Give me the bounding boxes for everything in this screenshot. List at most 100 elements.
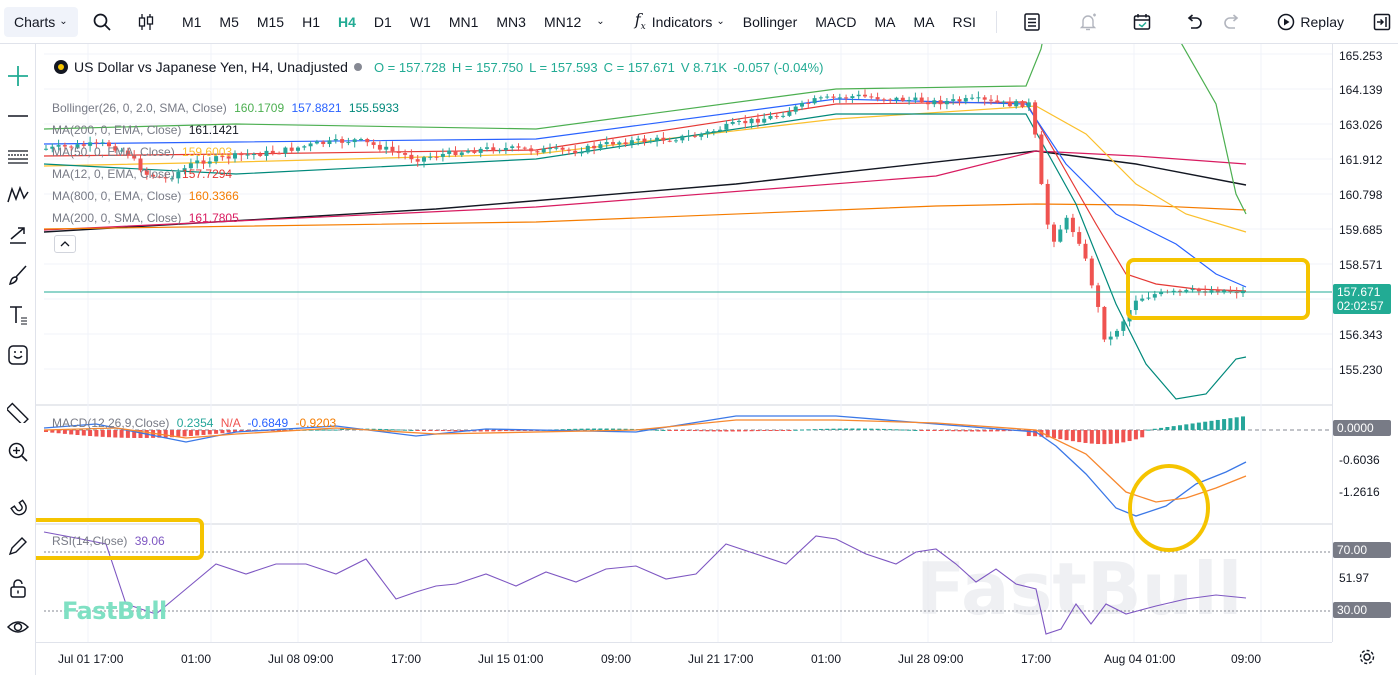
time-tick: 17:00 [391, 652, 422, 666]
macd-histogram-bar [900, 429, 905, 431]
time-axis[interactable]: Jul 01 17:00 01:00 Jul 08 09:00 17:00 Ju… [36, 642, 1332, 675]
quick-indicator-rsi[interactable]: RSI [952, 13, 976, 30]
undo-button[interactable] [1178, 7, 1210, 37]
macd-histogram-bar [510, 430, 515, 431]
macd-histogram-bar [592, 428, 597, 430]
price-chart-svg[interactable]: FastBull [36, 44, 1332, 642]
macd-histogram-bar [56, 430, 61, 434]
calendar-button[interactable] [1126, 7, 1158, 37]
channel-tool[interactable] [6, 143, 30, 167]
macd-histogram-bar [743, 430, 748, 432]
chart-settings-button[interactable] [1358, 648, 1378, 668]
quick-indicator-ma-2[interactable]: MA [913, 13, 935, 30]
macd-histogram-bar [1171, 426, 1176, 430]
chevron-down-icon: ⌄ [59, 16, 68, 27]
fullscreen-button[interactable] [1366, 7, 1398, 37]
charts-menu-button[interactable]: Charts ⌄ [4, 6, 78, 37]
magnet-tool[interactable] [6, 494, 30, 518]
timeframe-mn1[interactable]: MN1 [448, 13, 479, 30]
chart-area[interactable]: FastBull US Dollar vs Japanese Yen, H4, … [36, 44, 1332, 642]
macd-histogram-bar [207, 430, 212, 435]
collapse-legend-button[interactable] [54, 235, 76, 253]
candle-body [434, 156, 439, 158]
timeframe-h1[interactable]: H1 [302, 13, 320, 30]
ruler-tool[interactable] [6, 400, 30, 424]
ma-50-ema-legend[interactable]: MA(50, 0, EMA, Close) 159.6003 [52, 145, 232, 159]
candle-body [548, 148, 552, 150]
indicators-button[interactable]: fx Indicators ⌄ [629, 7, 731, 37]
candle-body [938, 100, 943, 105]
macd-histogram-bar [94, 430, 99, 437]
timeframe-d1[interactable]: D1 [373, 13, 392, 30]
candle-body [522, 147, 527, 149]
search-button[interactable] [86, 7, 118, 37]
price-tick: 155.230 [1339, 363, 1383, 377]
quick-indicator-ma[interactable]: MA [874, 13, 896, 30]
trend-line-tool[interactable] [6, 104, 30, 128]
price-axis[interactable]: 165.253 164.139 163.026 161.912 160.798 … [1332, 44, 1398, 642]
macd-histogram-bar [932, 430, 937, 431]
bollinger-legend[interactable]: Bollinger(26, 0, 2.0, SMA, Close) 160.17… [52, 101, 399, 115]
ohlc-high: H = 157.750 [451, 59, 524, 75]
rsi-legend[interactable]: RSI(14,Close) 39.06 [52, 534, 165, 548]
macd-legend[interactable]: MACD(12,26,9,Close) 0.2354 N/A -0.6849 -… [52, 416, 336, 430]
brush-tool[interactable] [6, 263, 30, 287]
zoom-tool[interactable] [6, 440, 30, 464]
timeframe-mn12[interactable]: MN12 [543, 13, 582, 30]
legend-label: MA(12, 0, EMA, Close) [52, 167, 175, 181]
candle-body [503, 147, 508, 151]
pattern-tool[interactable] [6, 183, 30, 207]
candle-body [963, 98, 968, 102]
emoji-tool[interactable] [6, 343, 30, 367]
candle-body [541, 148, 546, 153]
quick-indicator-bollinger[interactable]: Bollinger [742, 13, 798, 30]
quick-indicator-macd[interactable]: MACD [815, 13, 857, 30]
redo-button[interactable] [1216, 7, 1248, 37]
macd-histogram-bar [220, 430, 225, 434]
current-price-tag: 157.671 02:02:57 [1333, 284, 1391, 314]
layout-button[interactable] [1016, 7, 1048, 37]
candle-body [806, 102, 811, 104]
timeframe-m15[interactable]: M15 [256, 13, 285, 30]
candle-body [239, 153, 244, 156]
ma-800-ema-legend[interactable]: MA(800, 0, EMA, Close) 160.3366 [52, 189, 239, 203]
chart-type-button[interactable] [130, 7, 162, 37]
macd-histogram-bar [1102, 430, 1107, 445]
macd-histogram-bar [995, 430, 1000, 432]
candle-body [428, 156, 433, 158]
macd-histogram-bar [447, 430, 452, 432]
ma-12-ema-legend[interactable]: MA(12, 0, EMA, Close) 157.7294 [52, 167, 232, 181]
macd-histogram-bar [459, 430, 464, 432]
ruler-icon [7, 402, 29, 423]
highlight-circle-macd-cross [1128, 464, 1210, 552]
ma-200-ema-legend[interactable]: MA(200, 0, EMA, Close) 161.1421 [52, 123, 239, 137]
alert-button[interactable] [1072, 7, 1104, 37]
symbol-legend[interactable]: US Dollar vs Japanese Yen, H4, Unadjuste… [54, 59, 823, 75]
ma-200-sma-legend[interactable]: MA(200, 0, SMA, Close) 161.7805 [52, 211, 239, 225]
macd-histogram-bar [755, 430, 760, 432]
replay-icon [1278, 13, 1295, 30]
replay-button[interactable]: Replay [1270, 7, 1350, 37]
candle-body [636, 138, 641, 141]
lock-tool[interactable] [6, 576, 30, 600]
timeframe-m1[interactable]: M1 [181, 13, 202, 30]
macd-histogram-bar [863, 428, 867, 430]
timeframe-mn3[interactable]: MN3 [496, 13, 526, 30]
macd-line [43, 415, 1247, 517]
candle-body [699, 134, 704, 137]
visibility-tool[interactable] [6, 615, 30, 639]
candle-body [1077, 232, 1082, 244]
candle-body [1083, 243, 1088, 259]
draw-mode-tool[interactable] [6, 534, 30, 558]
macd-histogram-bar [844, 428, 849, 430]
timeframe-m5[interactable]: M5 [219, 13, 239, 30]
timeframe-w1[interactable]: W1 [409, 13, 431, 30]
arrow-tool[interactable] [6, 223, 30, 247]
candle-body [390, 146, 395, 152]
macd-histogram-bar [737, 430, 741, 432]
text-tool[interactable] [6, 303, 30, 327]
candle-body [976, 97, 981, 99]
timeframe-more-button[interactable]: ⌄ [590, 7, 610, 37]
crosshair-tool[interactable] [6, 64, 30, 88]
timeframe-h4[interactable]: H4 [338, 13, 356, 30]
